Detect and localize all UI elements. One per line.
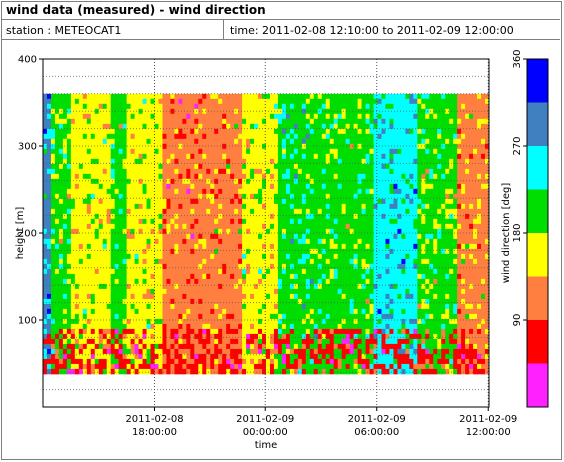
title-bar: wind data (measured) - wind direction (1, 1, 560, 20)
time-range-label: time: 2011-02-08 12:10:00 to 2011-02-09 … (230, 24, 514, 37)
chart-title: wind data (measured) - wind direction (6, 3, 266, 17)
info-divider (223, 20, 224, 39)
station-label: station : METEOCAT1 (6, 24, 122, 37)
info-bar: station : METEOCAT1 time: 2011-02-08 12:… (1, 20, 560, 40)
